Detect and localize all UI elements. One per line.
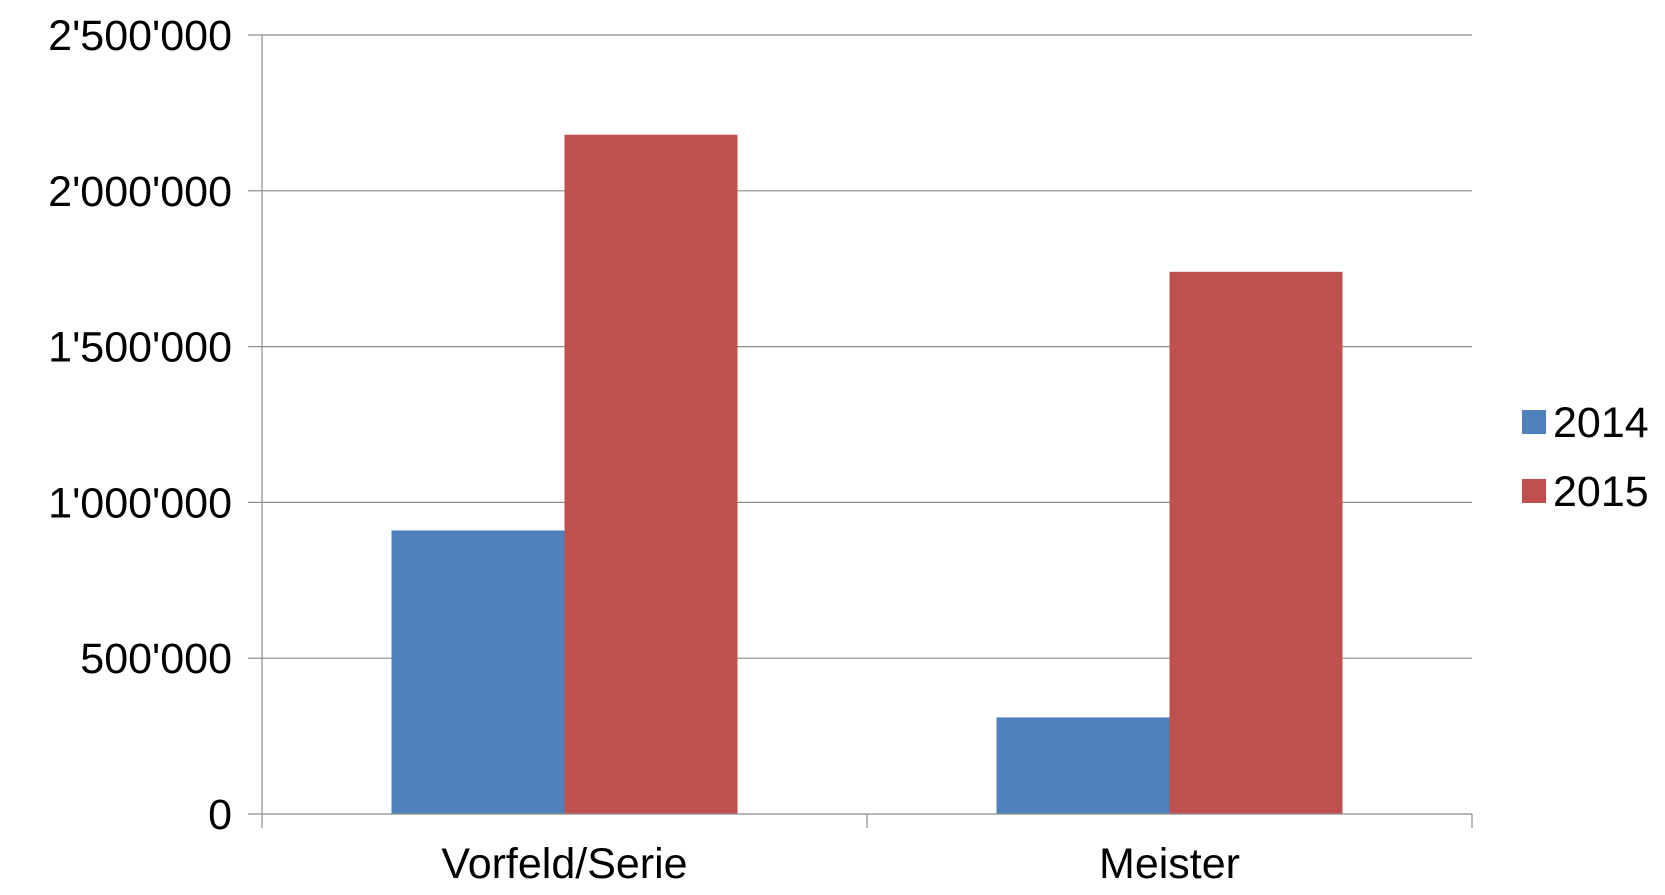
x-category-label: Vorfeld/Serie bbox=[441, 840, 687, 888]
legend: 2014 2015 bbox=[1522, 399, 1649, 516]
bar-2015-0 bbox=[564, 134, 738, 814]
legend-label-2014: 2014 bbox=[1553, 399, 1649, 447]
y-tick-label: 1'500'000 bbox=[48, 324, 232, 372]
axes bbox=[248, 34, 1473, 828]
bar-2015-1 bbox=[1169, 271, 1343, 814]
axis-labels: 0 500'000 1'000'000 1'500'000 2'000'000 2'500… bbox=[48, 12, 1240, 888]
y-tick-label: 1'000'000 bbox=[48, 479, 232, 527]
bars bbox=[391, 134, 1343, 814]
y-tick-label: 2'000'000 bbox=[48, 168, 232, 216]
legend-swatch-2015 bbox=[1522, 479, 1546, 503]
y-tick-label: 500'000 bbox=[80, 635, 232, 683]
y-tick-label: 0 bbox=[208, 791, 232, 839]
y-tick-label: 2'500'000 bbox=[48, 12, 232, 60]
legend-swatch-2014 bbox=[1522, 410, 1546, 434]
bar-2014-1 bbox=[996, 717, 1170, 814]
x-category-label: Meister bbox=[1099, 840, 1240, 888]
legend-label-2015: 2015 bbox=[1553, 468, 1649, 516]
bar-2014-0 bbox=[391, 530, 565, 814]
